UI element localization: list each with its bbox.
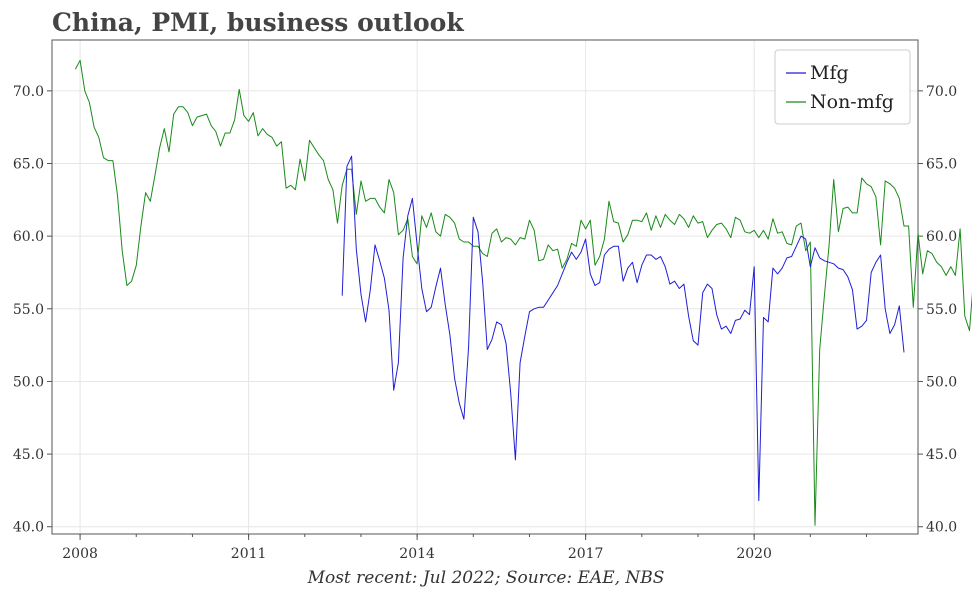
x-tick-label: 2014 xyxy=(399,546,435,562)
y-tick-label-right: 55.0 xyxy=(926,302,957,318)
legend-label-non-mfg: Non-mfg xyxy=(810,91,894,113)
x-tick-label: 2008 xyxy=(62,546,98,562)
y-tick-label-left: 65.0 xyxy=(13,157,44,173)
y-tick-label-right: 60.0 xyxy=(926,229,957,245)
y-axis-right: 40.0 45.0 50.0 55.0 60.0 65.0 70.0 xyxy=(918,84,957,536)
series-line-mfg xyxy=(341,155,905,502)
legend: Mfg Non-mfg xyxy=(774,49,911,125)
x-axis: 2008 2011 2014 2017 2020 xyxy=(62,534,868,562)
y-tick-label-left: 40.0 xyxy=(13,520,44,536)
y-tick-label-right: 45.0 xyxy=(926,447,957,463)
plot-frame xyxy=(51,39,919,535)
legend-label-mfg: Mfg xyxy=(810,62,849,84)
y-tick-label-right: 65.0 xyxy=(926,157,957,173)
y-tick-label-right: 70.0 xyxy=(926,84,957,100)
legend-box xyxy=(774,49,911,125)
y-tick-label-left: 70.0 xyxy=(13,84,44,100)
x-tick-label: 2020 xyxy=(736,546,772,562)
y-tick-label-left: 55.0 xyxy=(13,302,44,318)
y-tick-label-left: 45.0 xyxy=(13,447,44,463)
y-tick-label-right: 40.0 xyxy=(926,520,957,536)
series-lines xyxy=(74,59,972,526)
y-axis-left: 40.0 45.0 50.0 55.0 60.0 65.0 70.0 xyxy=(13,84,52,536)
series-line-non-mfg xyxy=(74,59,972,526)
x-tick-label: 2017 xyxy=(568,546,604,562)
chart-title: China, PMI, business outlook xyxy=(52,8,464,37)
y-tick-label-right: 50.0 xyxy=(926,374,957,390)
source-note: Most recent: Jul 2022; Source: EAE, NBS xyxy=(307,568,665,588)
x-tick-label: 2011 xyxy=(231,546,267,562)
y-tick-label-left: 50.0 xyxy=(13,374,44,390)
y-tick-label-left: 60.0 xyxy=(13,229,44,245)
